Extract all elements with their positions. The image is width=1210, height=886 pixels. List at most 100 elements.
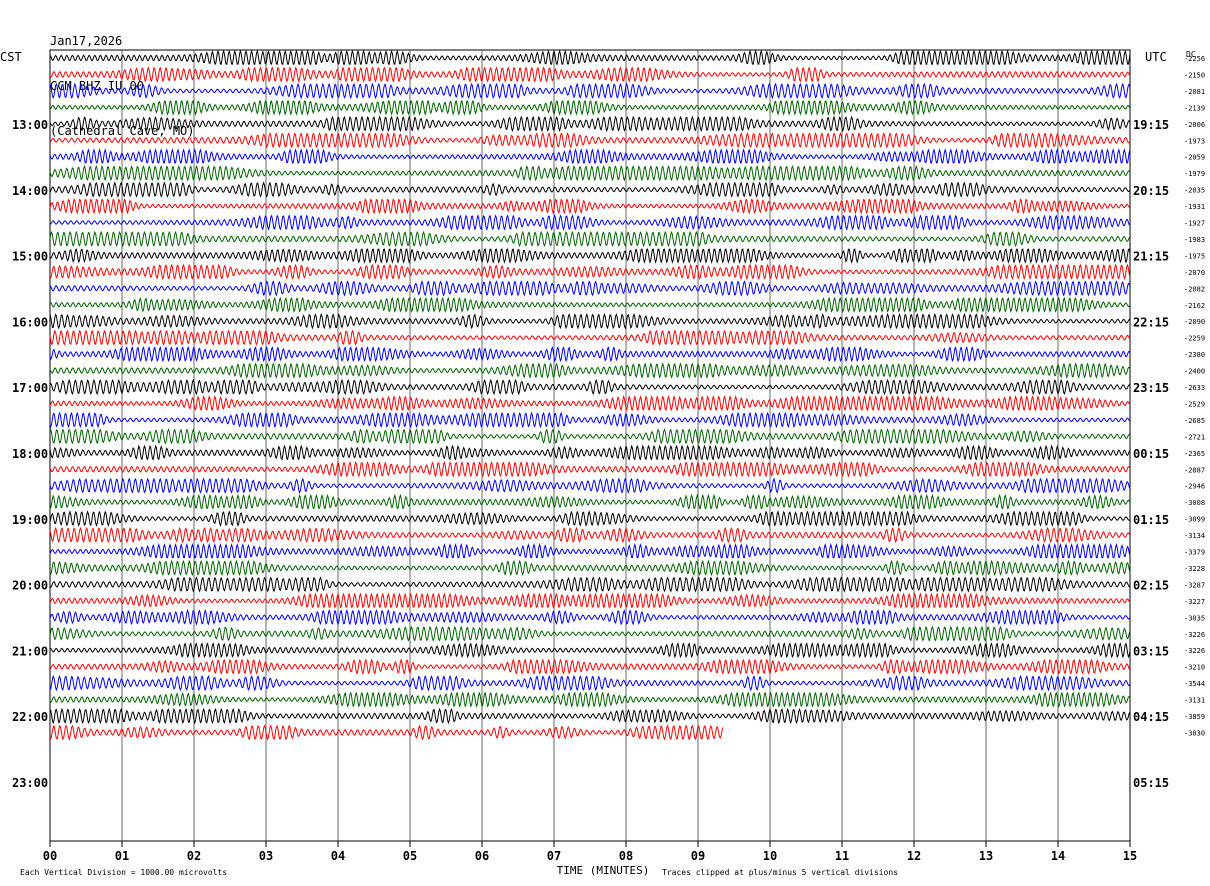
right-hour-label: 02:15 — [1133, 579, 1169, 593]
dc-offset-label: -2256 — [1184, 55, 1205, 63]
seismic-trace — [49, 576, 1131, 593]
dc-offset-label: -2365 — [1184, 450, 1205, 458]
right-hour-label: 21:15 — [1133, 250, 1169, 264]
dc-offset-label: -3226 — [1184, 631, 1205, 639]
left-hour-label: 21:00 — [12, 644, 48, 658]
seismic-trace — [49, 411, 1131, 429]
right-hour-label: 03:15 — [1133, 644, 1169, 658]
seismic-trace — [49, 181, 1131, 198]
seismic-trace — [49, 428, 1131, 445]
seismic-trace — [49, 132, 1131, 149]
seismic-trace — [49, 263, 1131, 281]
x-tick-label: 15 — [1123, 849, 1137, 863]
dc-offset-label: -2685 — [1184, 417, 1205, 425]
dc-offset-label: -3210 — [1184, 664, 1205, 672]
right-hour-label: 01:15 — [1133, 513, 1169, 527]
seismic-trace — [49, 691, 1131, 708]
dc-offset-label: -1931 — [1184, 203, 1205, 211]
seismic-trace — [49, 378, 1131, 396]
seismic-trace — [49, 198, 1131, 215]
dc-offset-label: -1975 — [1184, 252, 1205, 260]
seismic-trace — [49, 148, 1131, 164]
dc-offset-label: -2090 — [1184, 318, 1205, 326]
right-hour-label: 04:15 — [1133, 710, 1169, 724]
date-label: Jan17,2026 — [50, 34, 123, 48]
seismic-trace — [49, 477, 1131, 494]
dc-offset-label: -3226 — [1184, 647, 1205, 655]
dc-header-label: DC — [1186, 50, 1196, 59]
seismic-trace — [49, 230, 1131, 248]
dc-offset-label: -2162 — [1184, 302, 1205, 310]
seismic-trace — [49, 164, 1131, 182]
left-hour-label: 14:00 — [12, 184, 48, 198]
x-tick-label: 14 — [1051, 849, 1065, 863]
x-tick-label: 08 — [619, 849, 633, 863]
x-tick-label: 05 — [403, 849, 417, 863]
x-tick-label: 12 — [907, 849, 921, 863]
right-hour-label: 19:15 — [1133, 118, 1169, 132]
x-tick-label: 09 — [691, 849, 705, 863]
x-tick-label: 01 — [115, 849, 129, 863]
dc-offset-label: -3859 — [1184, 713, 1205, 721]
chart-header: Jan17,2026 CCM BHZ IU 00 (Cathedral Cave… — [50, 4, 195, 154]
dc-offset-label: -2721 — [1184, 433, 1205, 441]
seismic-trace — [49, 510, 1131, 527]
dc-offset-label: -2139 — [1184, 104, 1205, 112]
dc-offset-label: -3099 — [1184, 516, 1205, 524]
dc-offset-label: -1979 — [1184, 170, 1205, 178]
seismic-trace — [49, 625, 1131, 642]
seismic-trace — [49, 280, 1131, 297]
dc-offset-label: -1973 — [1184, 137, 1205, 145]
dc-offset-label: -3227 — [1184, 598, 1205, 606]
dc-offset-label: -1927 — [1184, 220, 1205, 228]
dc-offset-label: -3008 — [1184, 499, 1205, 507]
seismic-trace — [49, 395, 1131, 411]
right-hour-label: 05:15 — [1133, 776, 1169, 790]
seismic-trace — [49, 100, 1131, 116]
dc-offset-label: -2946 — [1184, 483, 1205, 491]
x-tick-label: 07 — [547, 849, 561, 863]
dc-offset-label: -1983 — [1184, 236, 1205, 244]
seismic-trace — [49, 461, 1131, 478]
seismic-trace — [49, 707, 1131, 725]
seismic-trace — [49, 493, 1131, 510]
left-hour-label: 16:00 — [12, 315, 48, 329]
right-hour-label: 22:15 — [1133, 315, 1169, 329]
seismic-trace — [49, 542, 1131, 559]
left-hour-label: 17:00 — [12, 381, 48, 395]
seismic-trace — [49, 248, 1131, 264]
dc-offset-label: -3287 — [1184, 581, 1205, 589]
left-hour-label: 23:00 — [12, 776, 48, 790]
seismic-trace — [49, 559, 1131, 577]
seismic-trace — [49, 66, 1131, 83]
dc-offset-label: -3030 — [1184, 729, 1205, 737]
seismic-trace — [49, 115, 1131, 133]
dc-offset-label: -2035 — [1184, 187, 1205, 195]
left-hour-label: 15:00 — [12, 250, 48, 264]
seismic-trace — [49, 592, 1131, 609]
dc-offset-label: -2400 — [1184, 368, 1205, 376]
dc-offset-label: -2887 — [1184, 466, 1205, 474]
right-hour-label: 00:15 — [1133, 447, 1169, 461]
seismic-trace — [49, 444, 1131, 461]
right-hour-label: 20:15 — [1133, 184, 1169, 198]
x-tick-label: 13 — [979, 849, 993, 863]
seismic-trace — [49, 346, 1131, 363]
dc-offset-label: -3544 — [1184, 680, 1205, 688]
seismic-trace — [49, 608, 1131, 626]
dc-offset-label: -2633 — [1184, 384, 1205, 392]
dc-offset-label: -2529 — [1184, 400, 1205, 408]
dc-offset-label: -3228 — [1184, 565, 1205, 573]
left-hour-label: 20:00 — [12, 579, 48, 593]
right-hour-label: 23:15 — [1133, 381, 1169, 395]
dc-offset-label: -2259 — [1184, 335, 1205, 343]
scale-note: Each Vertical Division = 1000.00 microvo… — [20, 868, 228, 877]
seismic-trace — [49, 526, 1131, 544]
dc-offset-label: -2059 — [1184, 154, 1205, 162]
dc-offset-label: -3035 — [1184, 614, 1205, 622]
left-hour-label: 18:00 — [12, 447, 48, 461]
dc-offset-label: -2081 — [1184, 88, 1205, 96]
x-tick-label: 02 — [187, 849, 201, 863]
plot-frame — [49, 49, 1131, 842]
seismic-trace — [49, 658, 1131, 675]
